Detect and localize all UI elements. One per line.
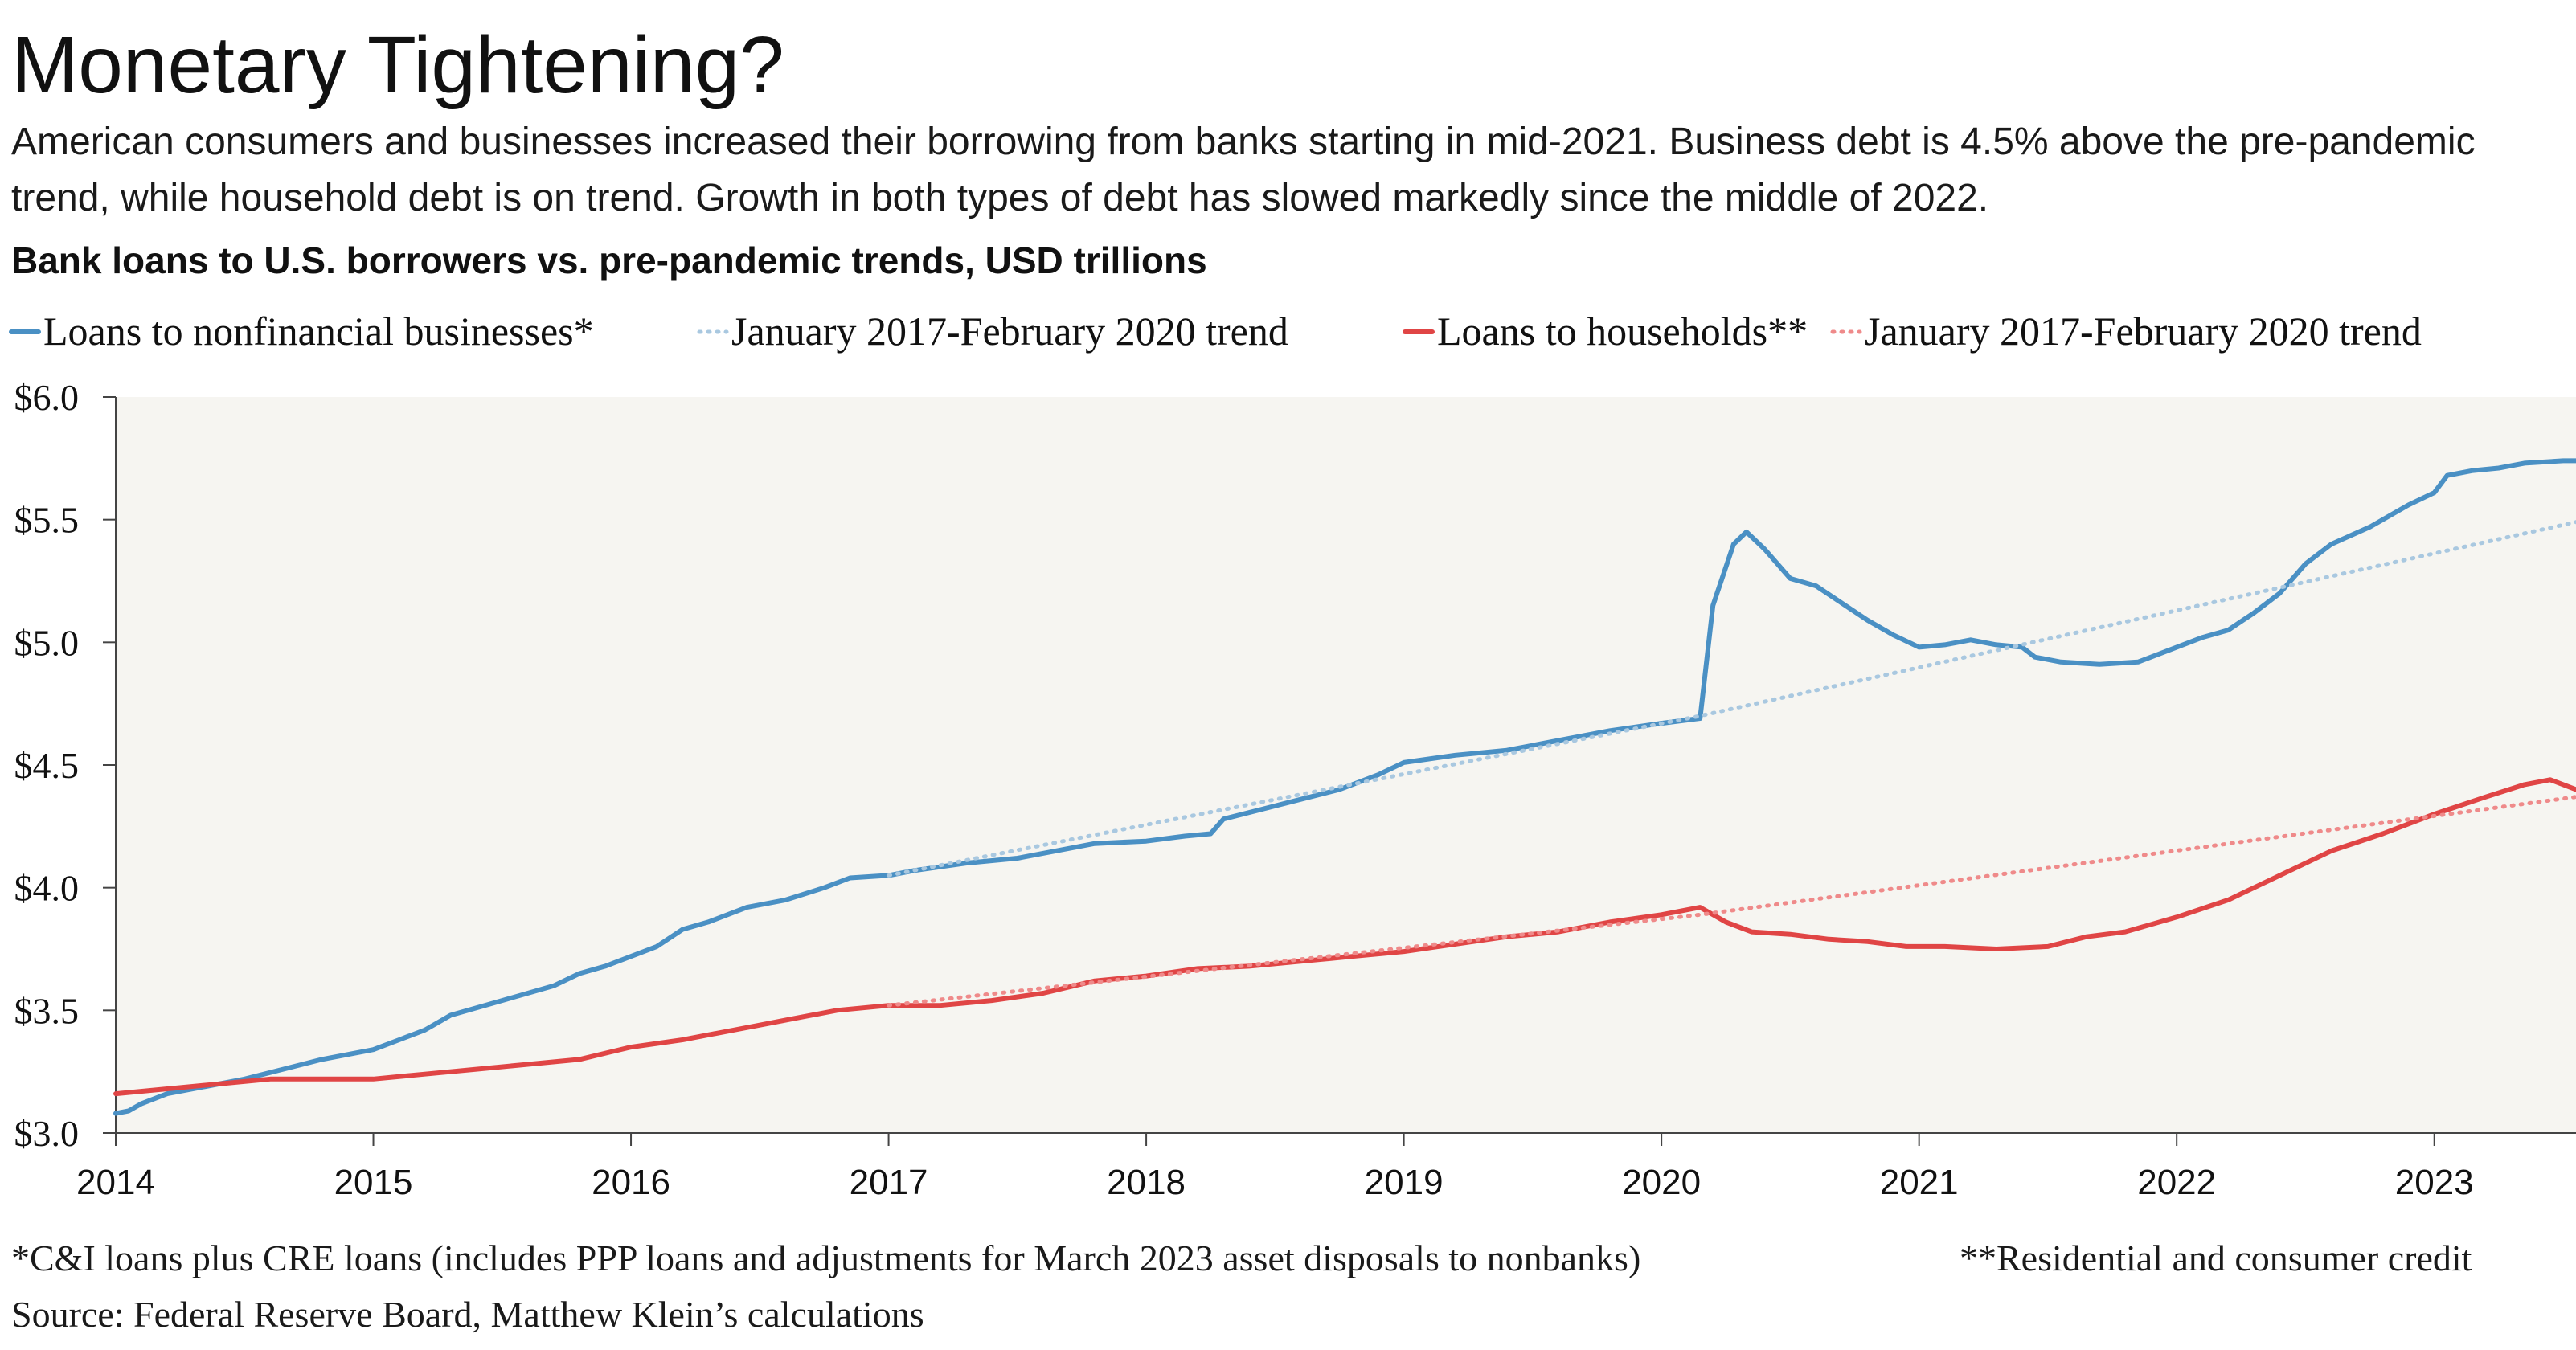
- y-tick-label: $4.5: [14, 745, 80, 786]
- y-tick-label: $6.0: [14, 377, 80, 418]
- y-tick-label: $3.0: [14, 1113, 80, 1154]
- x-tick-label: 2018: [1107, 1163, 1186, 1202]
- chart-legend: Loans to nonfinancial businesses* January…: [9, 309, 2422, 354]
- chart-title: Bank loans to U.S. borrowers vs. pre-pan…: [11, 239, 1207, 281]
- series-line-1: [113, 458, 2576, 1116]
- x-tick-label: 2016: [592, 1163, 670, 1202]
- y-tick-label: $4.0: [14, 868, 80, 909]
- x-tick-label: 2022: [2137, 1163, 2216, 1202]
- page-subtitle: American consumers and businesses increa…: [11, 121, 2476, 219]
- footnote-households: **Residential and consumer credit: [1960, 1238, 2472, 1278]
- y-tick-label: $5.5: [14, 500, 80, 541]
- legend-label: January 2017-February 2020 trend: [731, 309, 1288, 354]
- line-chart: Loans to nonfinancial businesses* January…: [9, 309, 2576, 1202]
- x-tick-label: 2020: [1622, 1163, 1701, 1202]
- x-tick-label: 2014: [76, 1163, 155, 1202]
- series-line-3: [113, 777, 2576, 1097]
- legend-label: Loans to households**: [1437, 309, 1808, 354]
- axes: $3.0 $3.5 $4.0 $4.5 $5.0 $5.5 $6.0 2014 2015 2016…: [14, 377, 2576, 1202]
- page-title: Monetary Tightening?: [11, 20, 784, 110]
- plot-background: [116, 397, 2576, 1133]
- series-line-2: [887, 520, 2576, 878]
- x-tick-label: 2017: [850, 1163, 928, 1202]
- x-tick-label: 2019: [1365, 1163, 1444, 1202]
- series-lines: [113, 458, 2576, 1116]
- x-tick-label: 2015: [334, 1163, 413, 1202]
- y-tick-label: $5.0: [14, 622, 80, 663]
- x-tick-label: 2023: [2395, 1163, 2474, 1202]
- legend-label: Loans to nonfinancial businesses*: [43, 309, 594, 354]
- legend-label: January 2017-February 2020 trend: [1865, 309, 2422, 354]
- x-tick-label: 2021: [1880, 1163, 1959, 1202]
- footnote-business: *C&I loans plus CRE loans (includes PPP …: [11, 1238, 1641, 1278]
- series-line-4: [887, 795, 2576, 1008]
- source-note: Source: Federal Reserve Board, Matthew K…: [11, 1294, 924, 1335]
- y-tick-label: $3.5: [14, 990, 80, 1031]
